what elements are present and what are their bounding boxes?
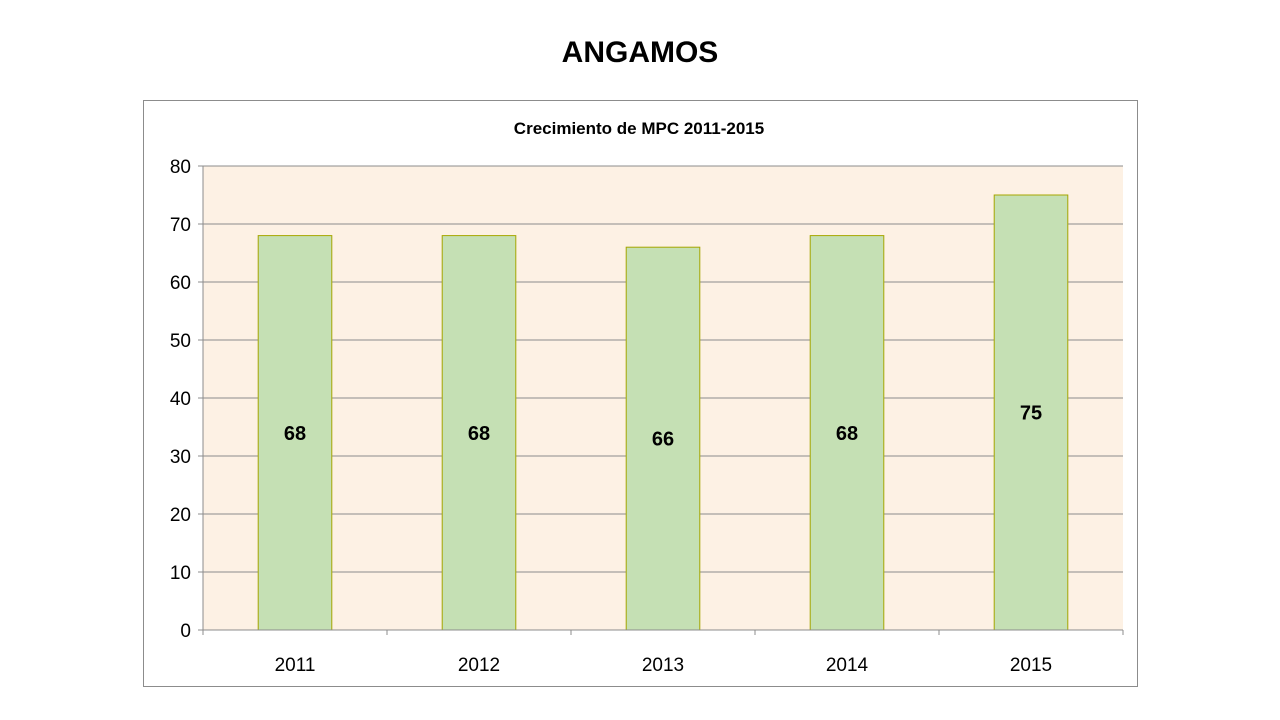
y-tick-label: 0 xyxy=(180,621,191,642)
chart-frame: Crecimiento de MPC 2011-2015 68 68 66 68 75 … xyxy=(143,100,1138,687)
bar-2011 xyxy=(257,235,333,631)
x-tick-label: 2013 xyxy=(642,655,684,676)
y-tick-label: 40 xyxy=(170,389,191,410)
bar-chart: Crecimiento de MPC 2011-2015 68 68 66 6875 … xyxy=(170,119,1124,676)
data-label-2015: 75 xyxy=(1020,403,1042,425)
y-tick-label: 70 xyxy=(170,215,191,236)
slide-title: ANGAMOS xyxy=(561,36,719,69)
y-tick-label: 50 xyxy=(170,331,191,352)
x-tick-label: 2014 xyxy=(826,655,869,676)
bars: 68 68 66 68 75 xyxy=(257,194,1069,631)
bar-2015 xyxy=(993,194,1069,631)
data-label-2014: 68 xyxy=(836,423,858,445)
y-tick-label: 30 xyxy=(170,447,191,468)
y-tick-label: 60 xyxy=(170,273,191,294)
bar-2014 xyxy=(809,235,885,631)
chart-title: Crecimiento de MPC 2011-2015 xyxy=(514,119,764,138)
x-tick-label: 2011 xyxy=(275,655,316,676)
y-tick-label: 80 xyxy=(170,157,191,178)
data-label-2012: 68 xyxy=(468,423,490,445)
y-tick-label: 10 xyxy=(170,563,191,584)
bar-2012 xyxy=(441,235,517,631)
x-tick-label: 2012 xyxy=(458,655,500,676)
y-tick-label: 20 xyxy=(170,505,191,526)
bar-2013 xyxy=(625,246,701,631)
axes: 0 10 20 30 40 50 60 70 80 2011 2012 2013 2014 2015 xyxy=(170,157,1124,676)
data-label-2013: 66 xyxy=(652,429,674,451)
x-tick-label: 2015 xyxy=(1010,655,1052,676)
data-label-2011: 68 xyxy=(284,423,306,445)
